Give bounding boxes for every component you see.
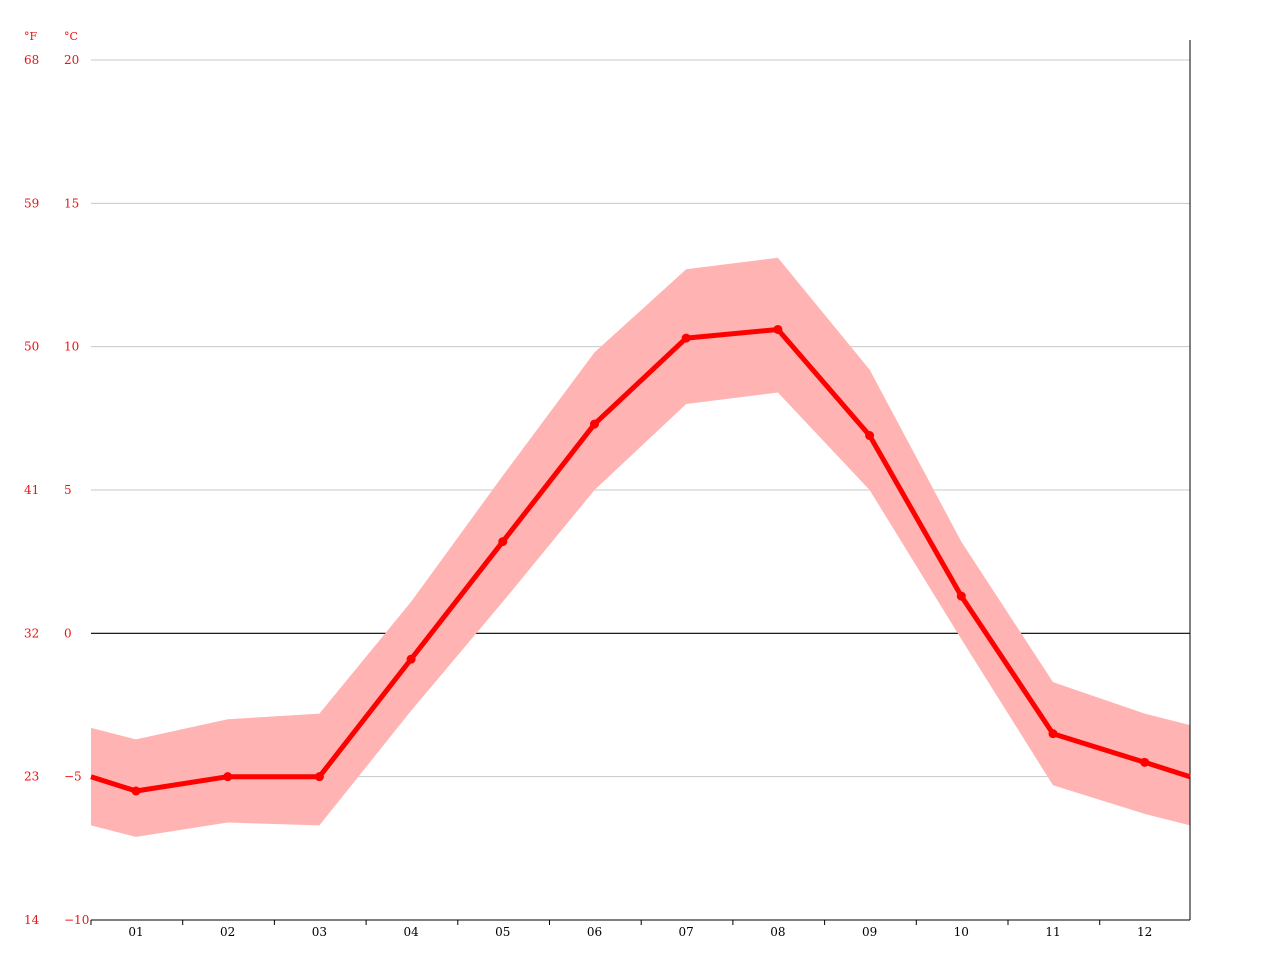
y-tick-label-fahrenheit: 14	[24, 913, 40, 927]
unit-label-celsius: °C	[64, 30, 78, 43]
x-tick-label: 08	[770, 925, 785, 939]
data-point-03	[314, 772, 324, 782]
y-tick-label-fahrenheit: 32	[24, 626, 39, 640]
y-tick-label-fahrenheit: 68	[24, 53, 39, 67]
data-point-11	[1048, 729, 1058, 739]
y-tick-label-celsius: −10	[64, 913, 89, 927]
y-tick-label-fahrenheit: 41	[24, 483, 39, 497]
y-tick-label-celsius: 0	[64, 626, 72, 640]
data-point-01	[131, 786, 141, 796]
data-point-08	[773, 324, 783, 334]
axis-labels: °F °C 68 20 59 15 50 10 41 5 32 0 23 −5 14 −10 01 02 03 0…	[24, 30, 1152, 939]
y-tick-label-fahrenheit: 50	[24, 340, 39, 354]
x-tick-label: 04	[403, 925, 419, 939]
y-tick-label-celsius: 10	[64, 340, 79, 354]
mean-temperature-line	[90, 324, 1191, 796]
x-tick-label: 05	[495, 925, 510, 939]
y-tick-label-celsius: 5	[64, 483, 72, 497]
y-tick-label-celsius: 15	[64, 196, 79, 210]
y-tick-label-fahrenheit: 23	[24, 770, 39, 784]
data-point-10	[956, 591, 966, 601]
x-tick-label: 07	[679, 925, 694, 939]
data-point-04	[406, 654, 416, 664]
range-band-area	[91, 257, 1190, 837]
y-tick-label-celsius: 20	[64, 53, 79, 67]
x-tick-label: 10	[954, 925, 969, 939]
temperature-range-band	[91, 257, 1190, 837]
x-tick-label: 09	[862, 925, 877, 939]
x-tick-label: 03	[312, 925, 327, 939]
data-point-07	[681, 333, 691, 343]
data-point-05	[498, 537, 508, 547]
x-tick-label: 02	[220, 925, 235, 939]
mean-line-path	[90, 327, 1191, 794]
y-tick-label-celsius: −5	[64, 770, 82, 784]
data-point-02	[223, 772, 233, 782]
x-tick-label: 12	[1137, 925, 1152, 939]
axes	[90, 40, 1191, 925]
x-tick-label: 06	[587, 925, 602, 939]
data-point-12	[1140, 757, 1150, 767]
x-tick-label: 01	[128, 925, 143, 939]
unit-label-fahrenheit: °F	[24, 30, 38, 43]
data-point-06	[590, 419, 599, 429]
data-point-09	[865, 431, 875, 441]
y-tick-label-fahrenheit: 59	[24, 196, 39, 210]
x-tick-label: 11	[1045, 925, 1060, 939]
